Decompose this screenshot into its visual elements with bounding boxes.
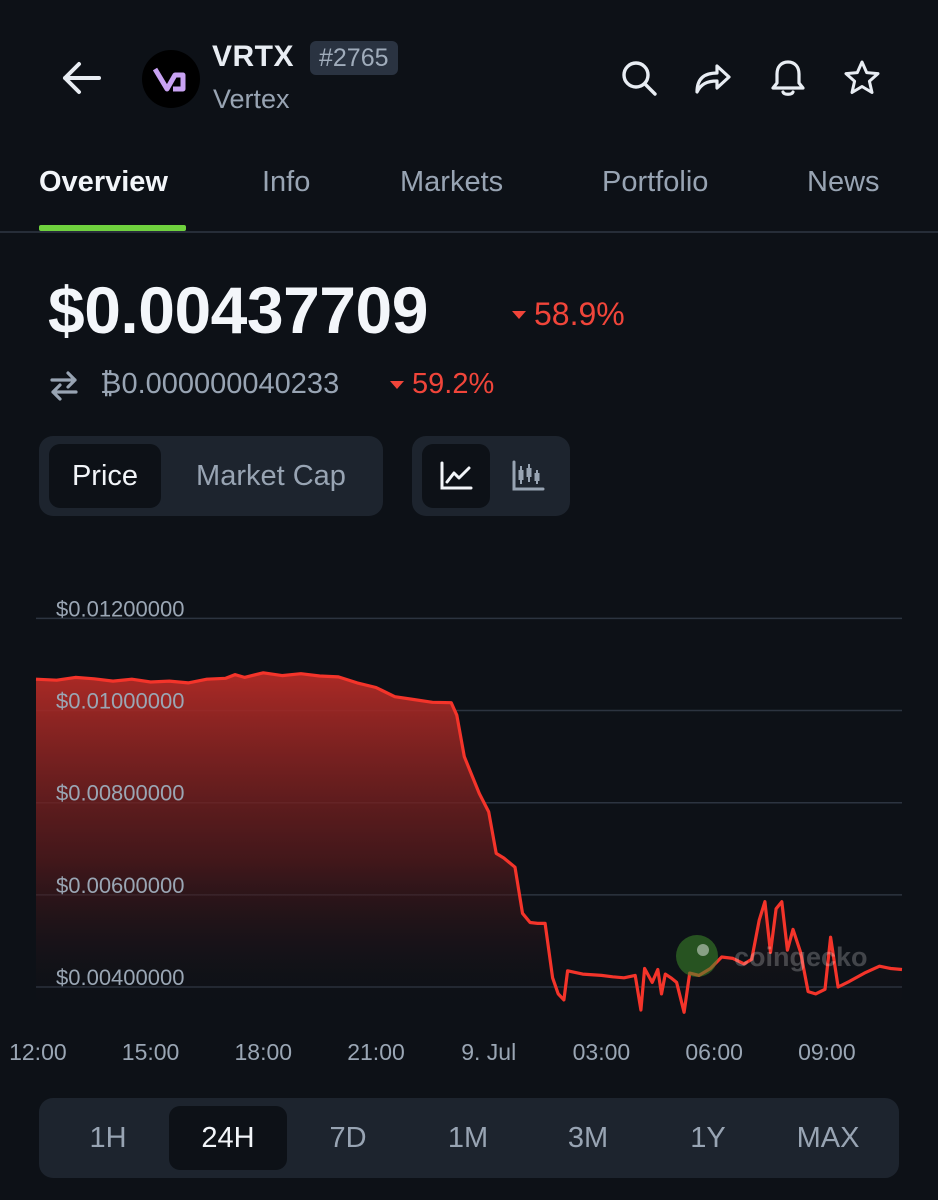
- back-button[interactable]: [56, 56, 106, 100]
- range-1m[interactable]: 1M: [447, 1121, 489, 1154]
- price-toggle[interactable]: Price: [49, 444, 161, 508]
- x-axis-label: 15:00: [122, 1039, 180, 1065]
- x-axis-label: 18:00: [235, 1039, 293, 1065]
- share-button[interactable]: [690, 55, 736, 101]
- swap-icon: [50, 371, 78, 401]
- search-icon: [622, 61, 657, 96]
- x-axis-label: 09:00: [798, 1039, 856, 1065]
- range-max[interactable]: MAX: [796, 1121, 860, 1154]
- tab-news[interactable]: News: [807, 166, 880, 198]
- tab-info[interactable]: Info: [262, 166, 311, 198]
- active-tab-indicator: [39, 225, 186, 231]
- price-line: [35, 671, 903, 1014]
- range-1y[interactable]: 1Y: [690, 1121, 726, 1154]
- coingecko-watermark: coingecko: [676, 935, 868, 977]
- range-3m[interactable]: 3M: [567, 1121, 609, 1154]
- y-axis-label: $0.00400000: [56, 965, 184, 990]
- y-axis-label: $0.00600000: [56, 873, 184, 898]
- tab-portfolio[interactable]: Portfolio: [602, 166, 709, 198]
- time-range-selector: 1H 24H 7D 1M 3M 1Y MAX: [39, 1098, 899, 1178]
- tab-overview[interactable]: Overview: [39, 166, 168, 198]
- y-axis-label: $0.01200000: [56, 600, 184, 621]
- price-area-fill: [36, 672, 902, 1013]
- x-axis-label: 03:00: [573, 1039, 631, 1065]
- tab-markets[interactable]: Markets: [400, 166, 504, 198]
- coin-logo: [142, 50, 200, 108]
- x-axis-label: 21:00: [347, 1039, 405, 1065]
- bell-icon: [771, 60, 805, 96]
- tab-bar: Overview Info Markets Portfolio News: [0, 150, 938, 233]
- y-axis-label: $0.00800000: [56, 781, 184, 806]
- market-cap-toggle[interactable]: Market Cap: [196, 459, 346, 492]
- watchlist-button[interactable]: [839, 55, 885, 101]
- swap-currency-button[interactable]: [48, 368, 80, 404]
- caret-down-icon: [512, 310, 526, 319]
- btc-price: ₿0.000000040233: [100, 368, 340, 400]
- share-icon: [695, 64, 731, 94]
- coin-name: Vertex: [213, 84, 290, 114]
- line-chart-icon: [440, 461, 473, 490]
- btc-change-value: 59.2%: [412, 368, 495, 400]
- star-icon: [844, 60, 880, 94]
- y-axis-label: $0.01000000: [56, 689, 184, 714]
- range-1h[interactable]: 1H: [89, 1121, 127, 1154]
- x-axis-label: 06:00: [685, 1039, 743, 1065]
- usd-price: $0.00437709: [48, 273, 428, 347]
- range-24h[interactable]: 24H: [169, 1106, 287, 1170]
- range-7d[interactable]: 7D: [329, 1121, 367, 1154]
- price-chart[interactable]: coingecko $0.01200000 $0.01000000 $0.00800…: [0, 600, 938, 1070]
- rank-badge: #2765: [310, 41, 398, 75]
- coin-header: VRTX #2765 Vertex: [0, 0, 938, 150]
- notification-button[interactable]: [765, 55, 811, 101]
- candlestick-icon: [512, 460, 545, 491]
- metric-toggle: Price Market Cap: [39, 436, 383, 516]
- chart-type-toggle: [412, 436, 570, 516]
- caret-down-icon: [390, 380, 404, 389]
- line-chart-button[interactable]: [422, 444, 490, 508]
- watermark-text: coingecko: [734, 942, 868, 972]
- back-arrow-icon: [63, 62, 101, 94]
- candlestick-button[interactable]: [494, 444, 562, 508]
- x-axis-label: 12:00: [9, 1039, 67, 1065]
- coin-ticker: VRTX: [212, 40, 295, 73]
- search-button[interactable]: [616, 55, 662, 101]
- usd-change-value: 58.9%: [534, 296, 625, 332]
- usd-change: 58.9%: [512, 296, 625, 333]
- btc-change: 59.2%: [390, 368, 494, 401]
- x-axis-label: 9. Jul: [461, 1039, 516, 1065]
